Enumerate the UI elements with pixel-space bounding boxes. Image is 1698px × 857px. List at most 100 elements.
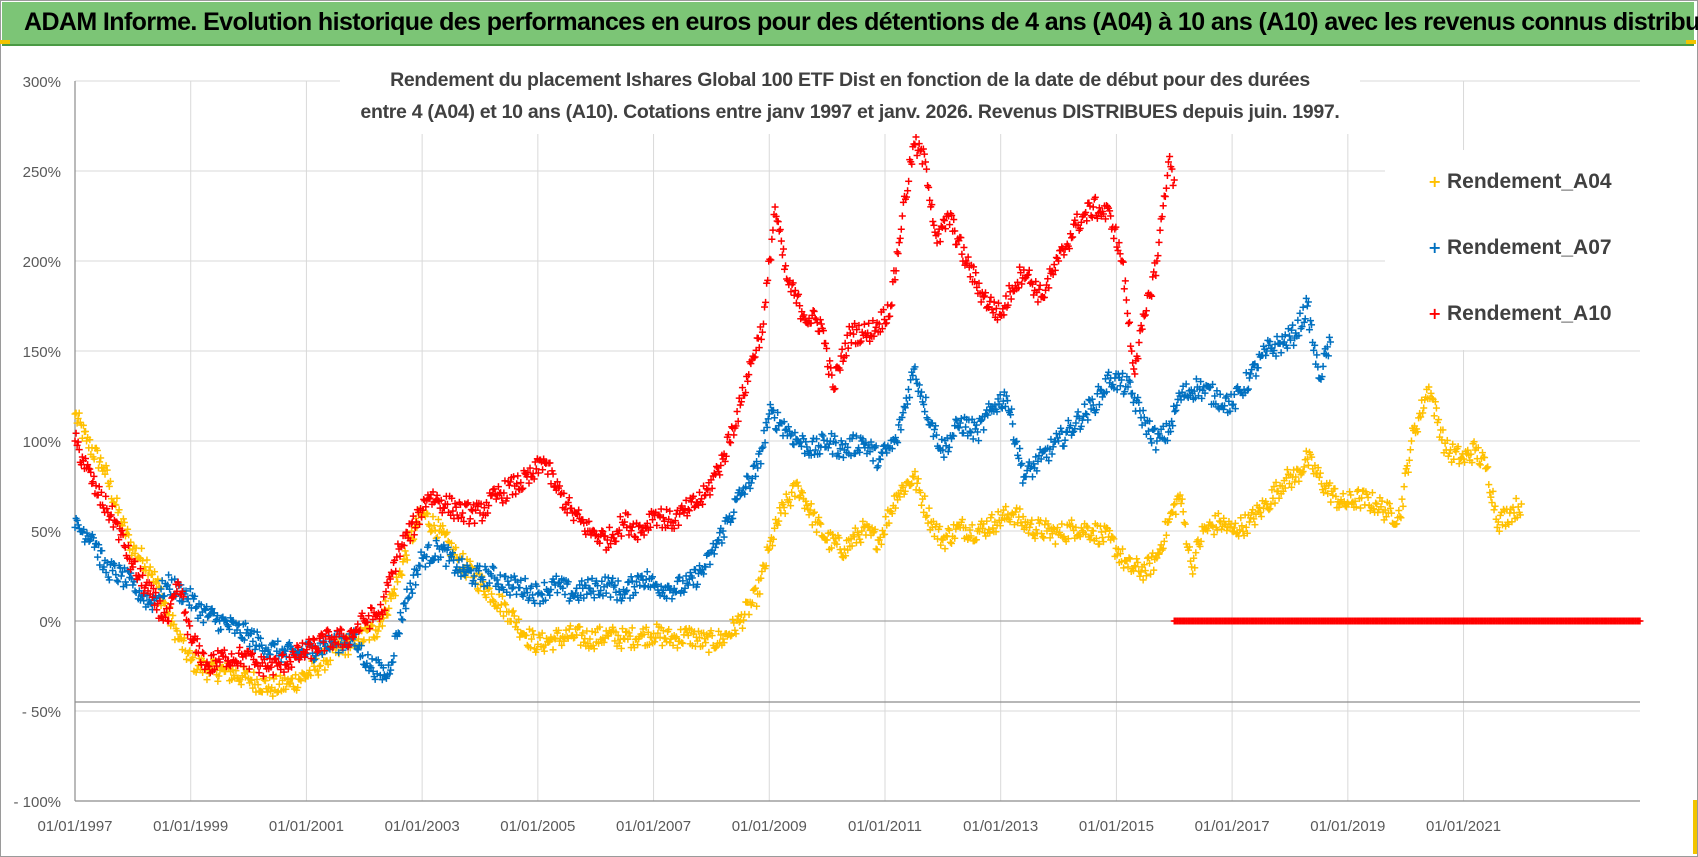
data-point-rendement-a10: [775, 227, 783, 235]
data-point-rendement-a04: [313, 667, 321, 675]
data-point-rendement-a07: [113, 576, 121, 584]
data-point-rendement-a04: [925, 504, 933, 512]
data-point-rendement-a10: [960, 243, 968, 251]
data-point-rendement-a10: [565, 494, 573, 502]
data-point-rendement-a10: [822, 339, 830, 347]
data-point-rendement-a10: [1121, 277, 1129, 285]
data-point-rendement-a07: [1289, 321, 1297, 329]
data-point-rendement-a07: [1319, 362, 1327, 370]
data-point-rendement-a10: [987, 293, 995, 301]
data-point-rendement-a10: [1126, 318, 1134, 326]
data-point-rendement-a07-anchor: [129, 581, 137, 589]
data-point-rendement-a04: [326, 656, 334, 664]
data-point-rendement-a07: [922, 393, 930, 401]
data-point-rendement-a07: [1294, 316, 1302, 324]
data-point-rendement-a07: [414, 570, 422, 578]
data-point-rendement-a04: [1181, 520, 1189, 528]
data-point-rendement-a07: [1081, 400, 1089, 408]
y-tick-label: 0%: [39, 614, 61, 631]
data-point-rendement-a04: [1162, 531, 1170, 539]
data-point-rendement-a04: [566, 622, 574, 630]
data-point-rendement-a10: [451, 500, 459, 508]
data-point-rendement-a10: [896, 234, 904, 242]
data-point-rendement-a07: [521, 575, 529, 583]
data-point-rendement-a10: [1161, 193, 1169, 201]
y-tick-label: 300%: [23, 74, 61, 91]
data-point-rendement-a04: [229, 666, 237, 674]
data-point-rendement-a04: [249, 684, 257, 692]
data-point-rendement-a04-anchor: [83, 437, 91, 445]
data-point-rendement-a07: [407, 585, 415, 593]
data-point-rendement-a10: [570, 516, 578, 524]
data-point-rendement-a10: [744, 377, 752, 385]
data-point-rendement-a04-anchor: [910, 473, 918, 481]
data-point-rendement-a07: [730, 508, 738, 516]
legend-marker-a10-icon: +: [1428, 304, 1442, 323]
data-point-rendement-a07: [749, 462, 757, 470]
data-point-rendement-a04: [705, 648, 713, 656]
x-tick-label: 01/01/2019: [1310, 818, 1385, 835]
data-point-rendement-a04: [98, 464, 106, 472]
data-point-rendement-a10: [505, 481, 513, 489]
data-point-rendement-a04: [275, 680, 283, 688]
data-point-rendement-a07: [409, 571, 417, 579]
data-point-rendement-a04: [321, 666, 329, 674]
data-point-rendement-a04: [1485, 481, 1493, 489]
data-point-rendement-a10: [663, 506, 671, 514]
data-point-rendement-a04: [112, 501, 120, 509]
data-point-rendement-a04: [215, 672, 223, 680]
data-point-rendement-a07: [1299, 303, 1307, 311]
data-point-rendement-a04: [502, 601, 510, 609]
data-point-rendement-a04: [248, 676, 256, 684]
data-point-rendement-a04: [422, 509, 430, 517]
data-point-rendement-a04: [189, 654, 197, 662]
data-point-rendement-a10: [727, 439, 735, 447]
data-point-rendement-a04: [232, 667, 240, 675]
data-point-rendement-a10: [809, 307, 817, 315]
data-point-rendement-a04: [269, 692, 277, 700]
data-point-rendement-a04: [1180, 519, 1188, 527]
data-point-rendement-a04: [288, 674, 296, 682]
data-point-rendement-a10: [762, 298, 770, 306]
chart-title-line-1: Rendement du placement Ishares Global 10…: [390, 69, 1310, 91]
data-point-rendement-a10: [1120, 285, 1128, 293]
data-point-rendement-a10: [779, 245, 787, 253]
y-tick-label: 250%: [23, 164, 61, 181]
data-point-rendement-a10: [897, 225, 905, 233]
data-point-rendement-a07-anchor: [401, 599, 409, 607]
data-point-rendement-a07: [940, 453, 948, 461]
x-tick-label: 01/01/2021: [1426, 818, 1501, 835]
data-point-rendement-a04: [176, 630, 184, 638]
data-point-rendement-a04: [254, 681, 262, 689]
data-point-rendement-a07: [1116, 382, 1124, 390]
data-point-rendement-a07: [408, 589, 416, 597]
data-point-rendement-a04: [365, 636, 373, 644]
data-point-rendement-a07: [1057, 424, 1065, 432]
y-tick-label: - 50%: [22, 704, 61, 721]
data-point-rendement-a04: [274, 688, 282, 696]
data-point-rendement-a04-anchor: [1407, 437, 1415, 445]
data-point-rendement-a07: [1171, 408, 1179, 416]
data-point-rendement-a04: [145, 566, 153, 574]
data-point-rendement-a07: [1277, 349, 1285, 357]
data-point-rendement-a04: [1432, 404, 1440, 412]
y-tick-label: 50%: [31, 524, 61, 541]
data-point-rendement-a04: [1512, 494, 1520, 502]
data-point-rendement-a04: [97, 454, 105, 462]
data-point-rendement-a07: [199, 619, 207, 627]
data-point-rendement-a07: [906, 394, 914, 402]
data-point-rendement-a10: [886, 312, 894, 320]
data-point-rendement-a04: [948, 539, 956, 547]
data-point-rendement-a04: [739, 624, 747, 632]
data-point-rendement-a04: [241, 673, 249, 681]
data-point-rendement-a07: [1139, 407, 1147, 415]
data-point-rendement-a04: [1139, 576, 1147, 584]
data-point-rendement-a10: [666, 507, 674, 515]
data-point-rendement-a04: [402, 551, 410, 559]
data-point-rendement-a04: [1395, 506, 1403, 514]
data-point-rendement-a07: [553, 589, 561, 597]
data-point-rendement-a04: [200, 657, 208, 665]
data-point-rendement-a04: [317, 661, 325, 669]
data-point-rendement-a10: [790, 291, 798, 299]
data-point-rendement-a07: [819, 432, 827, 440]
